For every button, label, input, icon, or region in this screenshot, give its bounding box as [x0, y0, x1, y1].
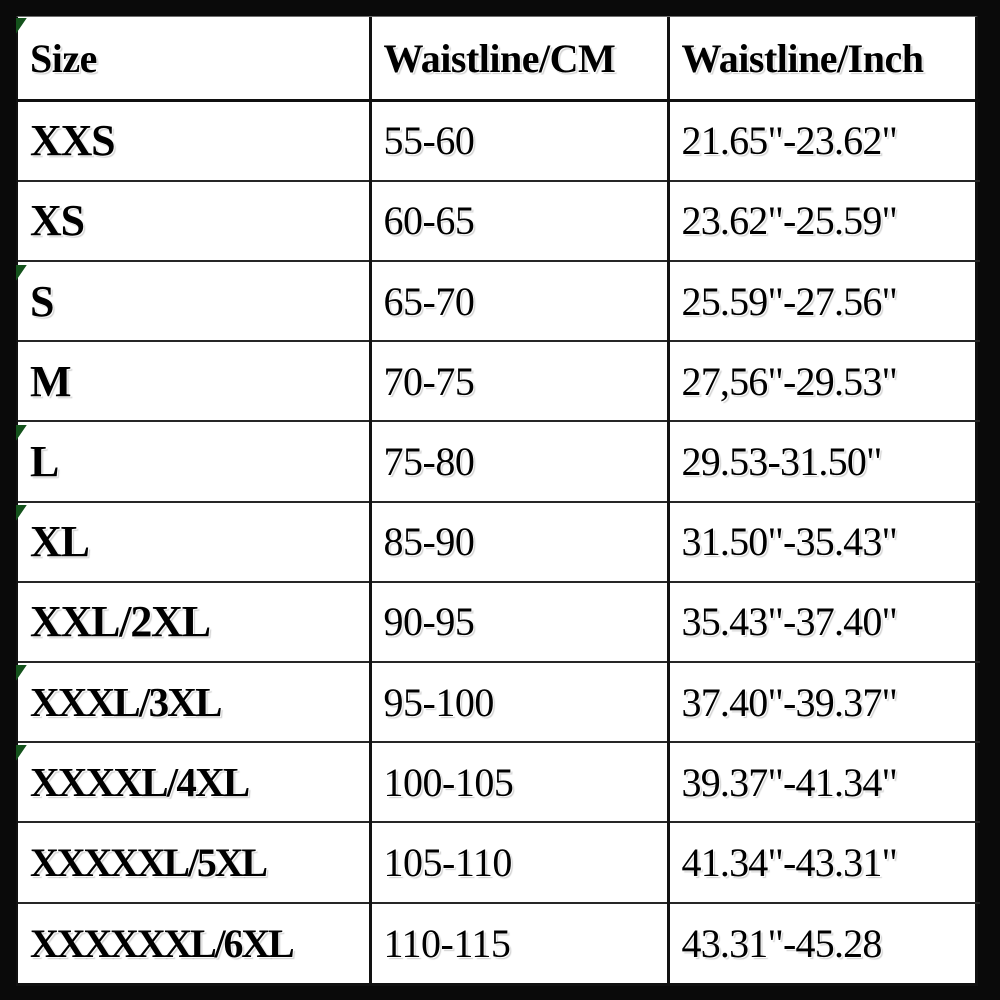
cell-waistline-inch: 41.34"-43.31": [668, 822, 980, 904]
cell-size: XXS: [18, 100, 372, 182]
cell-waistline-cm: 105-110: [370, 822, 670, 904]
cell-waistline-cm: 60-65: [370, 180, 670, 262]
cell-waistline-cm: 75-80: [370, 421, 670, 503]
cell-waistline-inch: 27,56"-29.53": [668, 341, 980, 423]
cell-waistline-inch: 23.62"-25.59": [668, 180, 980, 262]
cell-size: S: [18, 260, 372, 343]
table-row: XXXXXXL/6XL 110-115 43.31"-45.28: [18, 902, 980, 983]
cell-waistline-inch: 29.53-31.50": [668, 421, 980, 503]
table-row: XXXXXL/5XL 105-110 41.34"-43.31": [18, 822, 980, 904]
cell-waistline-cm: 85-90: [370, 501, 670, 583]
column-header-waistline-inch: Waistline/Inch: [668, 17, 980, 102]
cell-size: XL: [18, 501, 372, 583]
cell-waistline-inch: 39.37"-41.34": [668, 742, 980, 824]
cell-size: XXL/2XL: [18, 581, 372, 664]
cell-waistline-inch: 35.43"-37.40": [668, 581, 980, 664]
cell-waistline-inch: 31.50"-35.43": [668, 501, 980, 583]
table-row: S 65-70 25.59"-27.56": [18, 260, 980, 343]
cell-waistline-cm: 65-70: [370, 260, 670, 343]
cell-size: XS: [18, 180, 372, 262]
cell-size: XXXXXL/5XL: [18, 822, 372, 904]
cell-waistline-inch: 43.31"-45.28: [681, 920, 883, 966]
cell-size: XXXXXXL/6XL: [18, 902, 372, 983]
cell-waistline-cm: 95-100: [370, 662, 670, 744]
column-header-size: Size: [18, 17, 372, 102]
cell-waistline-cm: 70-75: [370, 341, 670, 423]
table-row: XS 60-65 23.62"-25.59": [18, 180, 980, 262]
table-body: XXS 55-60 21.65"-23.62" XS 60-65 23.62"-…: [18, 100, 980, 983]
cell-waistline-cm: 55-60: [370, 100, 670, 182]
table-header: Size Waistline/CM Waistline/Inch: [18, 17, 980, 102]
table-row: XXXXL/4XL 100-105 39.37"-41.34": [18, 742, 980, 824]
cell-waistline-cm: 100-105: [370, 742, 670, 824]
table-row: XXS 55-60 21.65"-23.62": [18, 100, 980, 182]
cell-size: M: [18, 341, 372, 423]
cell-size: XXXL/3XL: [18, 662, 372, 744]
column-header-waistline-cm: Waistline/CM: [370, 17, 670, 102]
cell-waistline-inch: 37.40"-39.37": [668, 662, 980, 744]
cell-waistline-inch: 25.59"-27.56": [668, 260, 980, 343]
cell-size: L: [18, 421, 372, 503]
table-row: XXXL/3XL 95-100 37.40"-39.37": [18, 662, 980, 744]
header-row: Size Waistline/CM Waistline/Inch: [18, 17, 980, 102]
cell-waistline-cm: 90-95: [370, 581, 670, 664]
table-row: XL 85-90 31.50"-35.43": [18, 501, 980, 583]
cell-size: XXXXL/4XL: [18, 742, 372, 824]
cell-waistline-inch: 21.65"-23.62": [668, 100, 980, 182]
table-row: M 70-75 27,56"-29.53": [18, 341, 980, 423]
size-chart-table-container: Size Waistline/CM Waistline/Inch XXS 55-…: [16, 16, 980, 986]
table-row: XXL/2XL 90-95 35.43"-37.40": [18, 581, 980, 664]
table-row: L 75-80 29.53-31.50": [18, 421, 980, 503]
size-chart-table: Size Waistline/CM Waistline/Inch XXS 55-…: [18, 17, 980, 983]
cell-waistline-cm: 110-115: [370, 902, 670, 983]
